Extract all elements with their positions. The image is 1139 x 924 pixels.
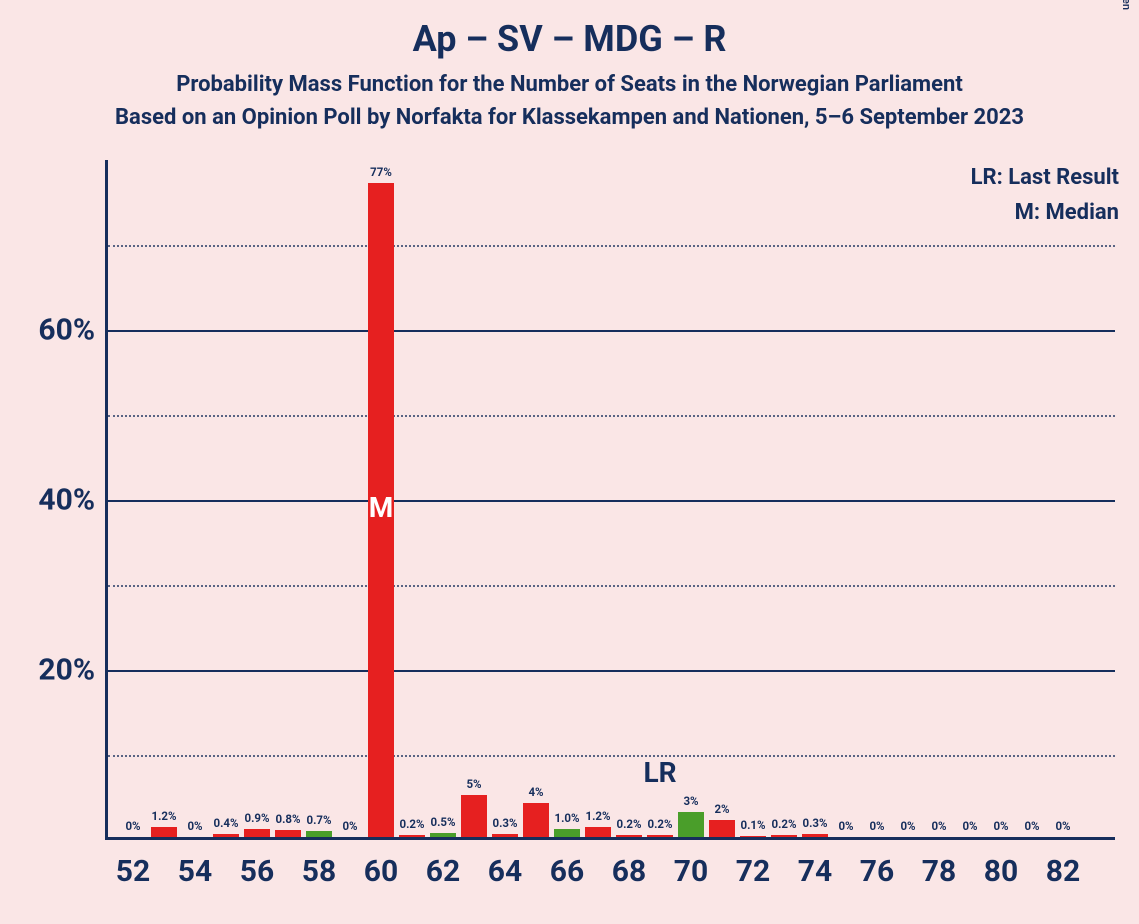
bar-label: 0.2% bbox=[647, 817, 672, 831]
grid-minor bbox=[108, 585, 1115, 587]
bar-label: 0% bbox=[1024, 819, 1039, 833]
bar-label: 0.4% bbox=[213, 816, 238, 830]
lr-marker: LR bbox=[643, 756, 676, 789]
bar-seat-68 bbox=[616, 835, 642, 837]
bar-label: 0.3% bbox=[802, 816, 827, 830]
bar-seat-66 bbox=[554, 829, 580, 838]
bar-seat-62 bbox=[430, 833, 456, 837]
x-axis-label: 76 bbox=[860, 854, 894, 889]
bar-label: 0.2% bbox=[399, 817, 424, 831]
plot-area: 20%40%60%0%1.2%0%0.4%0.9%0.8%0.7%0%77%0.… bbox=[105, 160, 1115, 840]
bar-seat-56 bbox=[244, 829, 270, 837]
bar-seat-72 bbox=[740, 836, 766, 837]
bar-label: 0% bbox=[838, 819, 853, 833]
bar-seat-74 bbox=[802, 834, 828, 837]
x-axis-label: 52 bbox=[116, 854, 150, 889]
chart-title: Ap – SV – MDG – R bbox=[0, 0, 1139, 60]
x-axis-label: 66 bbox=[550, 854, 584, 889]
x-axis-label: 62 bbox=[426, 854, 460, 889]
bar-seat-70 bbox=[678, 812, 704, 838]
grid-major bbox=[108, 500, 1115, 502]
bar-seat-69 bbox=[647, 835, 673, 837]
bar-label: 0% bbox=[187, 819, 202, 833]
x-axis-label: 58 bbox=[302, 854, 336, 889]
bar-seat-58 bbox=[306, 831, 332, 837]
x-axis-label: 64 bbox=[488, 854, 522, 889]
grid-major bbox=[108, 330, 1115, 332]
x-axis-label: 60 bbox=[364, 854, 398, 889]
x-axis-label: 72 bbox=[736, 854, 770, 889]
chart-area: 20%40%60%0%1.2%0%0.4%0.9%0.8%0.7%0%77%0.… bbox=[105, 160, 1115, 840]
x-axis-label: 68 bbox=[612, 854, 646, 889]
x-axis-label: 80 bbox=[984, 854, 1018, 889]
bar-label: 0.7% bbox=[306, 813, 331, 827]
bar-seat-67 bbox=[585, 827, 611, 837]
x-axis-label: 78 bbox=[922, 854, 956, 889]
chart-subtitle2: Based on an Opinion Poll by Norfakta for… bbox=[0, 97, 1139, 130]
bar-label: 2% bbox=[714, 802, 729, 816]
bar-label: 0% bbox=[900, 819, 915, 833]
bar-seat-65 bbox=[523, 803, 549, 837]
bar-label: 0% bbox=[931, 819, 946, 833]
median-marker: M bbox=[369, 491, 394, 524]
x-axis-label: 74 bbox=[798, 854, 832, 889]
bar-label: 0.1% bbox=[740, 818, 765, 832]
bar-label: 1.2% bbox=[151, 809, 176, 823]
bar-label: 0% bbox=[342, 819, 357, 833]
bar-label: 0% bbox=[869, 819, 884, 833]
bar-label: 0.5% bbox=[430, 815, 455, 829]
grid-minor bbox=[108, 245, 1115, 247]
bar-label: 1.0% bbox=[554, 811, 579, 825]
bar-seat-71 bbox=[709, 820, 735, 837]
bar-seat-53 bbox=[151, 827, 177, 837]
bar-seat-61 bbox=[399, 835, 425, 837]
bar-label: 0% bbox=[993, 819, 1008, 833]
bar-label: 0% bbox=[125, 819, 140, 833]
y-axis-label: 60% bbox=[38, 313, 95, 348]
x-axis-label: 56 bbox=[240, 854, 274, 889]
grid-major bbox=[108, 670, 1115, 672]
bar-label: 77% bbox=[370, 165, 392, 179]
bar-seat-57 bbox=[275, 830, 301, 837]
bar-label: 0.2% bbox=[771, 817, 796, 831]
bar-seat-73 bbox=[771, 835, 797, 837]
y-axis-label: 20% bbox=[38, 653, 95, 688]
bar-label: 0.9% bbox=[244, 811, 269, 825]
grid-minor bbox=[108, 415, 1115, 417]
bar-seat-63 bbox=[461, 795, 487, 838]
bar-label: 0.8% bbox=[275, 812, 300, 826]
bar-label: 0.3% bbox=[492, 816, 517, 830]
bar-label: 5% bbox=[466, 777, 481, 791]
bar-label: 1.2% bbox=[585, 809, 610, 823]
x-axis-label: 70 bbox=[674, 854, 708, 889]
bar-label: 3% bbox=[683, 794, 698, 808]
bar-seat-55 bbox=[213, 834, 239, 837]
chart-subtitle: Probability Mass Function for the Number… bbox=[0, 60, 1139, 97]
bar-label: 0% bbox=[1055, 819, 1070, 833]
bar-label: 4% bbox=[528, 785, 543, 799]
x-axis-label: 54 bbox=[178, 854, 212, 889]
x-axis-label: 82 bbox=[1046, 854, 1080, 889]
bar-label: 0.2% bbox=[616, 817, 641, 831]
credit-text: © 2025 Filip van Laenen bbox=[1120, 0, 1133, 10]
bar-seat-64 bbox=[492, 834, 518, 837]
bar-label: 0% bbox=[962, 819, 977, 833]
grid-minor bbox=[108, 755, 1115, 757]
y-axis-label: 40% bbox=[38, 483, 95, 518]
